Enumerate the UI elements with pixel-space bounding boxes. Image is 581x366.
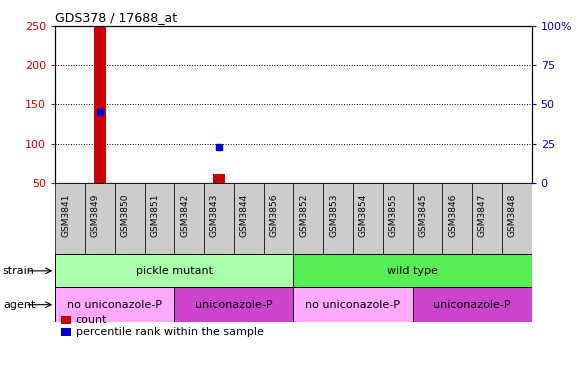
Text: GSM3855: GSM3855 xyxy=(389,194,397,237)
Text: count: count xyxy=(76,315,107,325)
Text: GSM3842: GSM3842 xyxy=(180,194,189,237)
Bar xyxy=(234,183,264,254)
Bar xyxy=(55,254,293,287)
Text: pickle mutant: pickle mutant xyxy=(136,266,213,276)
Text: GSM3843: GSM3843 xyxy=(210,194,219,237)
Text: GSM3849: GSM3849 xyxy=(91,194,100,237)
Bar xyxy=(353,183,383,254)
Text: GSM3845: GSM3845 xyxy=(418,194,428,237)
Text: GSM3854: GSM3854 xyxy=(359,194,368,237)
Text: GSM3851: GSM3851 xyxy=(150,194,159,237)
Bar xyxy=(145,183,174,254)
Text: GSM3844: GSM3844 xyxy=(240,194,249,237)
Bar xyxy=(293,183,323,254)
Text: GSM3846: GSM3846 xyxy=(448,194,457,237)
Bar xyxy=(413,183,442,254)
Bar xyxy=(502,183,532,254)
Text: GSM3848: GSM3848 xyxy=(508,194,517,237)
Text: GSM3852: GSM3852 xyxy=(299,194,309,237)
Bar xyxy=(442,183,472,254)
Text: uniconazole-P: uniconazole-P xyxy=(433,300,511,310)
Text: no uniconazole-P: no uniconazole-P xyxy=(67,300,162,310)
Text: GSM3853: GSM3853 xyxy=(329,194,338,237)
Bar xyxy=(383,183,413,254)
Bar xyxy=(213,173,225,183)
Text: uniconazole-P: uniconazole-P xyxy=(195,300,272,310)
Bar xyxy=(174,287,293,322)
Bar xyxy=(85,183,115,254)
Bar xyxy=(323,183,353,254)
Bar xyxy=(264,183,293,254)
Bar xyxy=(55,287,174,322)
Text: percentile rank within the sample: percentile rank within the sample xyxy=(76,327,263,337)
Bar xyxy=(472,183,502,254)
Bar xyxy=(293,254,532,287)
Text: strain: strain xyxy=(3,266,35,276)
Text: agent: agent xyxy=(3,300,35,310)
Text: wild type: wild type xyxy=(387,266,438,276)
Bar xyxy=(94,26,106,183)
Text: GSM3850: GSM3850 xyxy=(121,194,130,237)
Text: GSM3847: GSM3847 xyxy=(478,194,487,237)
Bar xyxy=(204,183,234,254)
Bar xyxy=(293,287,413,322)
Bar xyxy=(115,183,145,254)
Bar xyxy=(413,287,532,322)
Bar xyxy=(55,183,85,254)
Text: GDS378 / 17688_at: GDS378 / 17688_at xyxy=(55,11,177,25)
Bar xyxy=(174,183,204,254)
Text: GSM3841: GSM3841 xyxy=(61,194,70,237)
Text: GSM3856: GSM3856 xyxy=(270,194,278,237)
Text: no uniconazole-P: no uniconazole-P xyxy=(306,300,400,310)
